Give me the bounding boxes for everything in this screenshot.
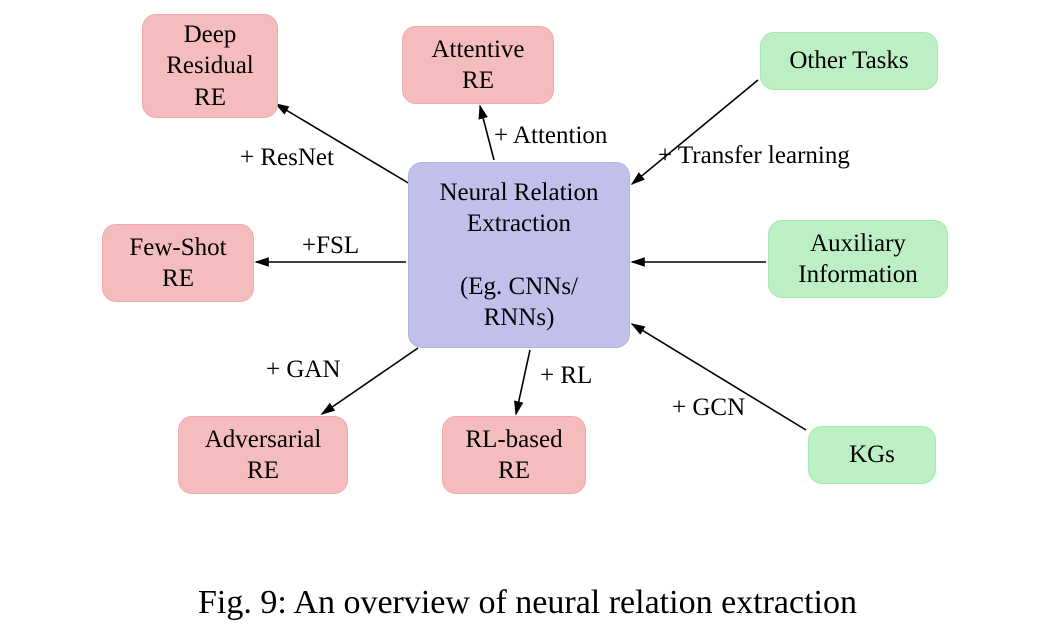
node-kgs: KGs xyxy=(808,426,936,484)
node-label: Neural Relation Extraction (Eg. CNNs/ RN… xyxy=(440,177,599,333)
node-other-tasks: Other Tasks xyxy=(760,32,938,90)
node-label: KGs xyxy=(849,439,895,470)
diagram-area: Neural Relation Extraction (Eg. CNNs/ RN… xyxy=(0,0,1055,530)
edge-6 xyxy=(516,350,530,414)
node-adversarial: Adversarial RE xyxy=(178,416,348,494)
edge-label-1: + Attention xyxy=(494,122,607,150)
node-rl-based: RL-based RE xyxy=(442,416,586,494)
node-attentive: Attentive RE xyxy=(402,26,554,104)
node-label: Auxiliary Information xyxy=(798,228,917,291)
edge-label-3: +FSL xyxy=(302,232,359,260)
node-label: Few-Shot RE xyxy=(129,232,226,295)
edge-label-5: + GAN xyxy=(266,356,341,384)
node-deep-residual: Deep Residual RE xyxy=(142,14,278,118)
edge-label-6: + RL xyxy=(540,362,592,390)
node-neural-relation-extraction: Neural Relation Extraction (Eg. CNNs/ RN… xyxy=(408,162,630,348)
node-label: Adversarial RE xyxy=(205,424,322,487)
edge-label-0: + ResNet xyxy=(240,144,334,172)
node-label: RL-based RE xyxy=(465,424,562,487)
node-label: Deep Residual RE xyxy=(166,19,254,113)
edge-label-7: + GCN xyxy=(672,394,745,422)
figure-caption: Fig. 9: An overview of neural relation e… xyxy=(0,584,1055,622)
node-label: Attentive RE xyxy=(431,34,524,97)
edge-label-2: + Transfer learning xyxy=(658,142,850,170)
node-label: Other Tasks xyxy=(789,45,908,76)
node-auxiliary: Auxiliary Information xyxy=(768,220,948,298)
node-few-shot: Few-Shot RE xyxy=(102,224,254,302)
edge-1 xyxy=(480,106,494,160)
